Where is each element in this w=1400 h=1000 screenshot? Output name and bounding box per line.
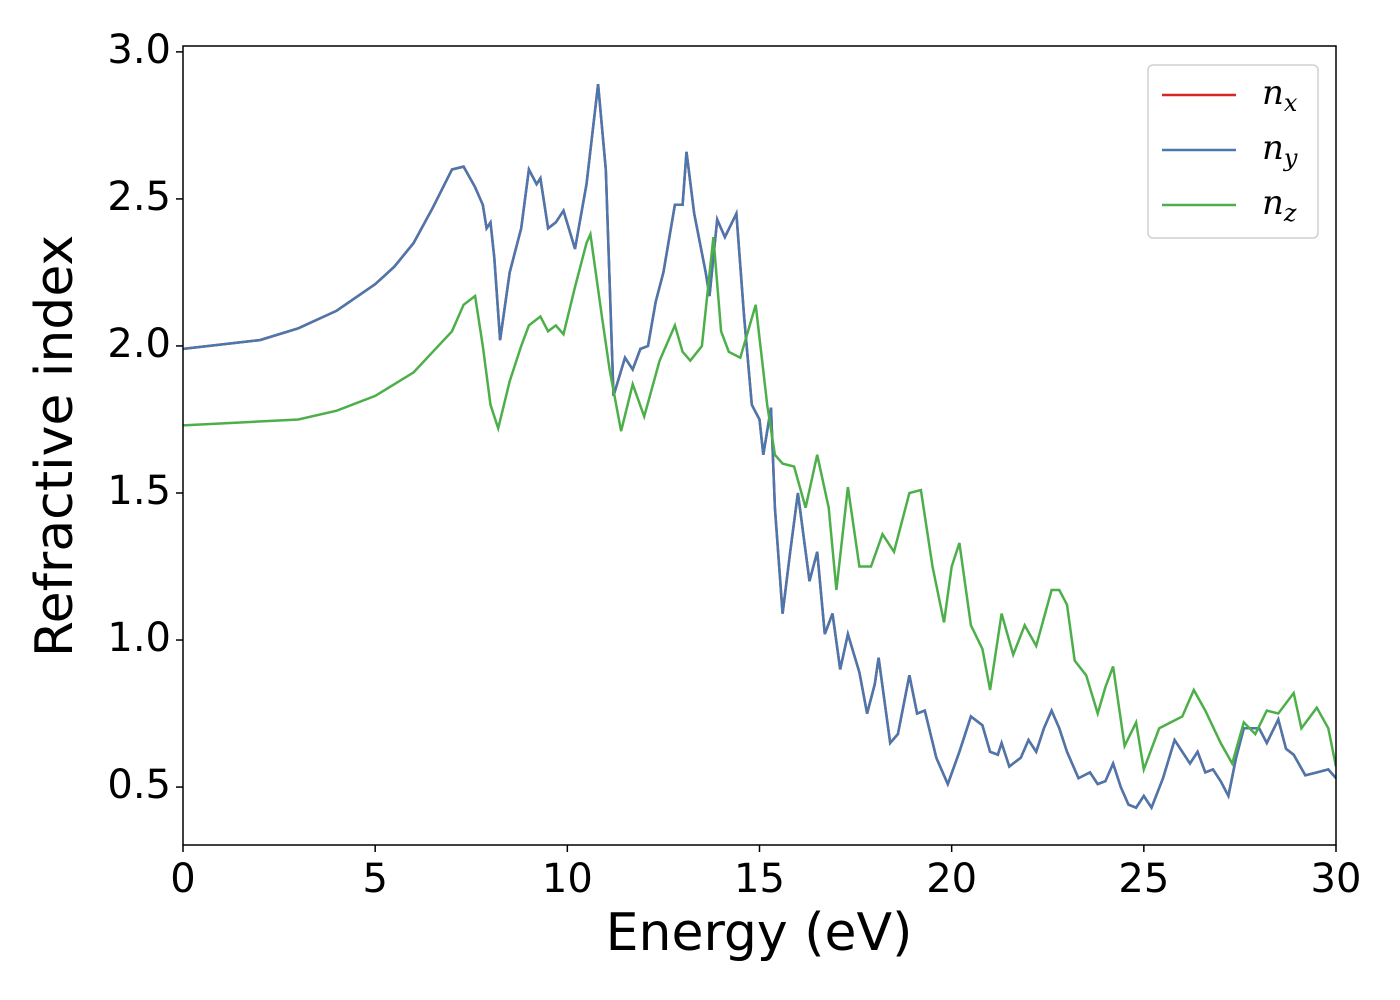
y-tick-label: 2.5 (107, 174, 171, 220)
x-tick-label: 10 (542, 856, 593, 902)
legend-label: nx (1262, 73, 1298, 117)
y-tick-label: 3.0 (107, 27, 171, 73)
legend-label: nz (1262, 183, 1297, 227)
x-tick-label: 25 (1118, 856, 1169, 902)
x-tick-label: 15 (734, 856, 785, 902)
y-tick-label: 2.0 (107, 321, 171, 367)
legend-box (1147, 64, 1319, 239)
plot-frame (182, 45, 1337, 846)
series-line (183, 84, 1336, 811)
y-tick-label: 1.0 (107, 615, 171, 661)
y-tick-label: 0.5 (107, 762, 171, 808)
y-axis-label: Refractive index (25, 235, 85, 657)
legend-label: ny (1262, 128, 1298, 172)
x-tick-label: 30 (1311, 856, 1362, 902)
x-tick-label: 0 (170, 856, 195, 902)
x-axis-label: Energy (eV) (606, 903, 913, 963)
series-line (183, 229, 1336, 775)
x-tick-label: 5 (362, 856, 387, 902)
y-tick-label: 1.5 (107, 468, 171, 514)
x-tick-label: 20 (926, 856, 977, 902)
